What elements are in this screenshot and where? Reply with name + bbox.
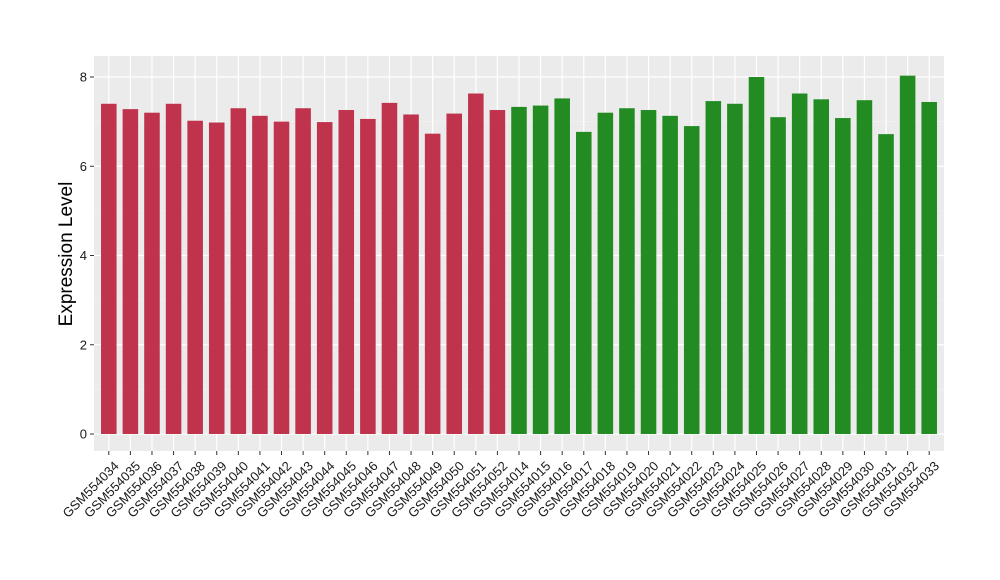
bar-GSM554044: [316, 122, 333, 434]
bar-GSM554039: [208, 122, 225, 434]
bar-GSM554050: [446, 113, 463, 434]
y-tick-label: 0: [80, 427, 87, 442]
bar-GSM554023: [705, 101, 722, 434]
bar-GSM554026: [770, 117, 786, 434]
bar-GSM554038: [187, 120, 203, 435]
y-axis-title: Expression Level: [56, 182, 77, 327]
bar-GSM554029: [835, 118, 851, 435]
y-tick-label: 2: [80, 337, 87, 352]
bar-GSM554041: [252, 115, 268, 434]
bar-GSM554030: [856, 100, 873, 434]
bar-GSM554014: [511, 106, 527, 435]
x-axis-ticks: GSM554034GSM554035GSM554036GSM554037GSM5…: [59, 451, 942, 521]
bar-GSM554027: [791, 93, 808, 434]
bar-GSM554048: [403, 114, 419, 435]
bar-GSM554031: [878, 134, 894, 434]
bar-GSM554049: [424, 133, 441, 434]
bar-GSM554019: [619, 108, 635, 435]
bar-GSM554033: [921, 101, 937, 435]
y-axis-ticks: 0 2 4 6 8: [80, 70, 94, 442]
bar-GSM554042: [273, 121, 290, 434]
bar-GSM554021: [662, 115, 678, 434]
bar-GSM554046: [360, 118, 376, 434]
bar-GSM554018: [597, 112, 614, 434]
bar-GSM554036: [144, 112, 160, 434]
bar-GSM554051: [468, 93, 484, 434]
bar-GSM554024: [727, 103, 743, 435]
bar-GSM554034: [101, 103, 117, 435]
bar-GSM554028: [813, 99, 830, 434]
y-tick-label: 8: [80, 70, 87, 85]
bar-GSM554043: [295, 108, 311, 435]
bar-GSM554032: [899, 75, 916, 434]
bar-GSM554016: [554, 98, 570, 435]
bar-GSM554047: [381, 102, 398, 434]
bar-GSM554037: [165, 103, 182, 435]
bars: [101, 75, 937, 435]
bar-GSM554020: [640, 110, 657, 435]
y-tick-label: 4: [80, 248, 87, 263]
bar-GSM554052: [489, 110, 506, 435]
bar-GSM554040: [230, 108, 247, 435]
bar-GSM554017: [575, 131, 592, 435]
bar-GSM554022: [683, 126, 700, 435]
bar-GSM554045: [338, 110, 355, 435]
bar-GSM554025: [748, 77, 765, 434]
bar-GSM554015: [532, 105, 549, 434]
bar-GSM554035: [122, 109, 139, 434]
y-tick-label: 6: [80, 159, 87, 174]
